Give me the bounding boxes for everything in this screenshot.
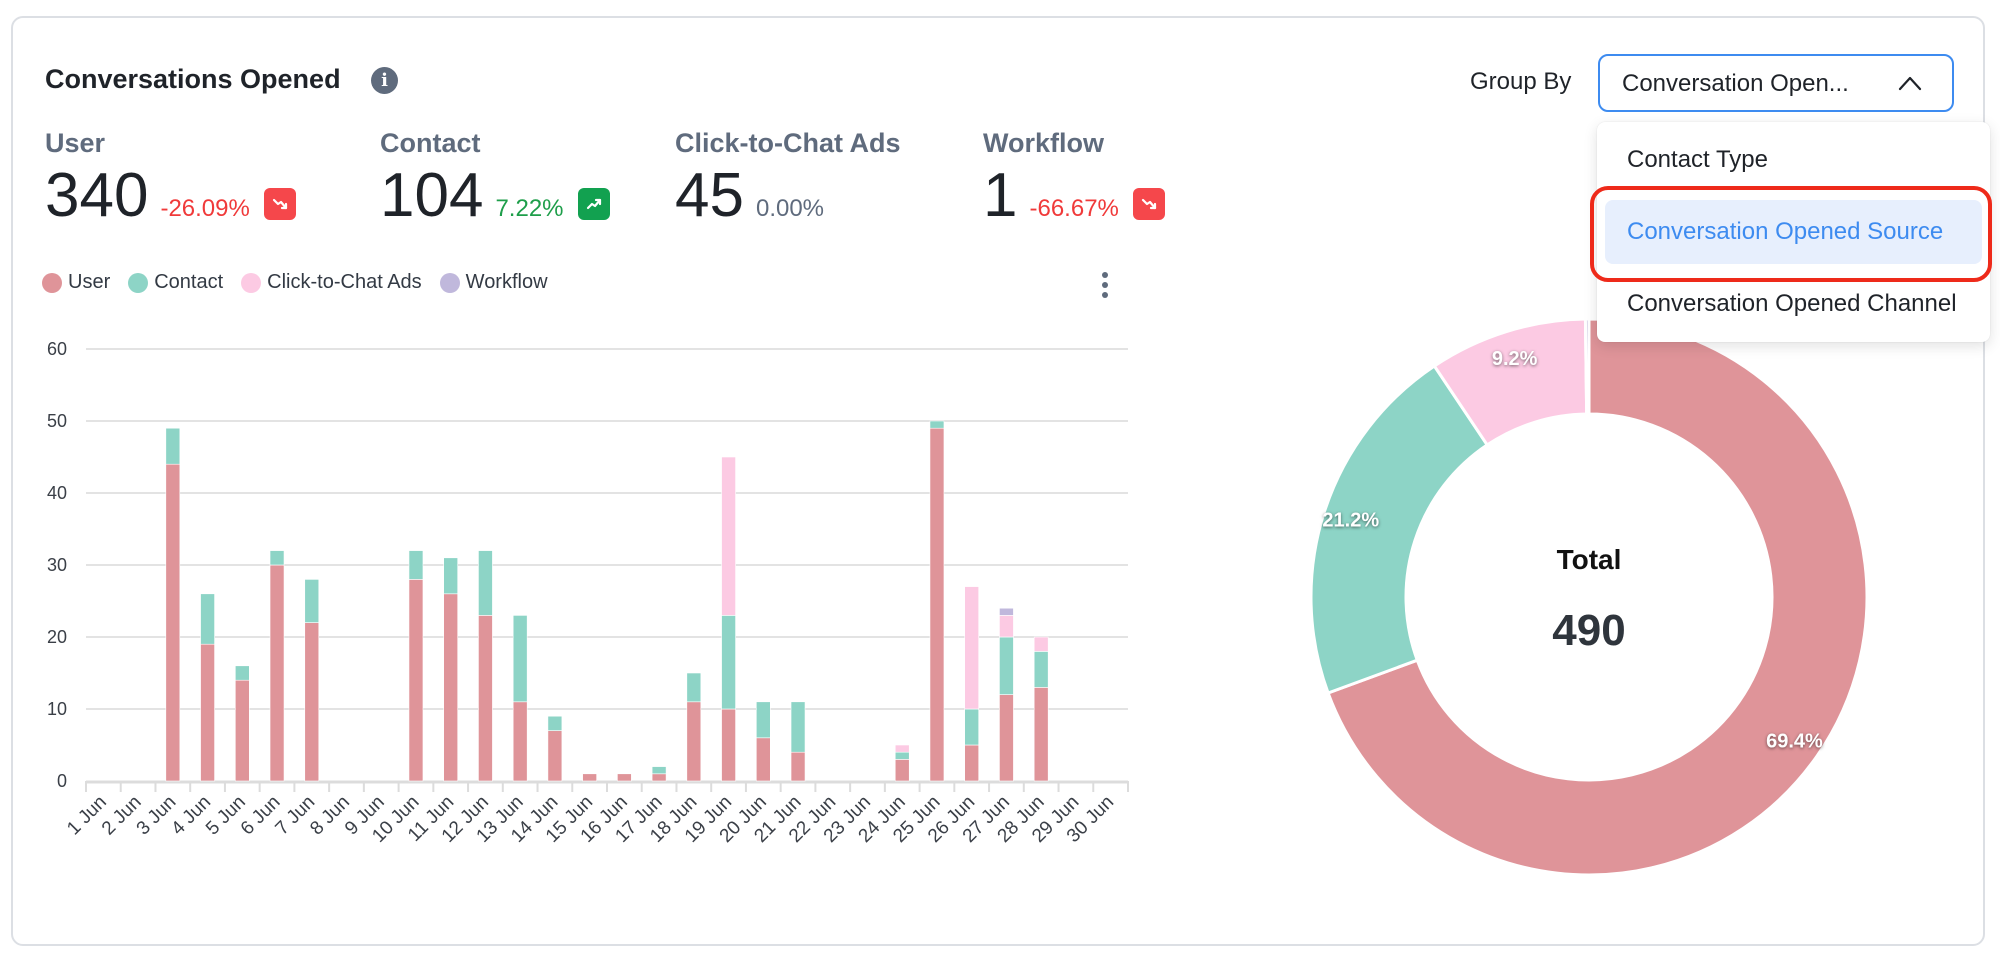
bar-segment-contact[interactable]: [408, 550, 424, 580]
trending-down-icon: [1132, 188, 1165, 220]
legend-item-click-to-chat-ads[interactable]: Click-to-Chat Ads: [241, 271, 422, 294]
y-tick-label: 10: [47, 699, 67, 719]
widget-title: Conversations Opened: [45, 64, 341, 94]
bar-segment-contact[interactable]: [929, 420, 945, 429]
bar-segment-user[interactable]: [617, 773, 632, 782]
annotation-highlight-box: [1590, 186, 1992, 282]
bar-segment-contact[interactable]: [686, 672, 702, 703]
group-by-label: Group By: [1470, 68, 1572, 95]
legend-item-workflow[interactable]: Workflow: [439, 271, 548, 294]
bar-segment-workflow[interactable]: [999, 607, 1014, 616]
donut-slice-label: 9.2%: [1492, 348, 1538, 370]
legend-dot: [439, 272, 460, 293]
stat-value: 1: [983, 161, 1018, 230]
stat-contact: Contact 104 7.22%: [380, 128, 610, 229]
stat-label: Contact: [380, 128, 481, 158]
legend-dot: [241, 272, 262, 293]
legend-dot: [42, 272, 62, 293]
bar-segment-contact[interactable]: [478, 550, 493, 616]
y-tick-label: 60: [47, 339, 67, 359]
stat-value: 104: [380, 161, 484, 230]
bar-segment-click-to-chat-ads[interactable]: [894, 744, 910, 753]
legend-dot: [128, 272, 149, 293]
stat-change: 0.00%: [755, 195, 825, 222]
chart-menu-kebab-icon[interactable]: [1095, 270, 1115, 300]
bar-segment-click-to-chat-ads[interactable]: [721, 456, 736, 616]
bar-segment-contact[interactable]: [200, 593, 215, 645]
bar-segment-contact[interactable]: [304, 579, 320, 623]
stat-label: User: [45, 128, 106, 158]
y-tick-label: 50: [47, 411, 67, 431]
y-tick-label: 30: [47, 555, 67, 575]
bar-segment-contact[interactable]: [790, 701, 806, 753]
donut-slice-label: 21.2%: [1322, 510, 1379, 532]
stat-user: User 340 -26.09%: [45, 128, 296, 229]
legend-label: Click-to-Chat Ads: [267, 271, 422, 293]
donut-center-label: Total: [1557, 544, 1622, 575]
stat-value: 340: [45, 161, 149, 230]
donut-center-value: 490: [1552, 606, 1625, 655]
legend-label: User: [68, 271, 111, 293]
bar-segment-contact[interactable]: [755, 701, 771, 739]
bar-segment-contact[interactable]: [235, 665, 250, 681]
bar-segment-click-to-chat-ads[interactable]: [1033, 636, 1049, 652]
stat-change: -66.67%: [1029, 195, 1119, 222]
stat-value: 45: [675, 161, 744, 230]
chevron-up-icon: [1898, 76, 1922, 91]
trending-down-icon: [263, 188, 296, 220]
stat-change: -26.09%: [160, 195, 250, 222]
group-by-selected-value: Conversation Open...: [1622, 70, 1849, 97]
donut-slice-label: 69.4%: [1766, 730, 1823, 752]
legend-label: Workflow: [465, 271, 548, 293]
chart-legend: User Contact Click-to-Chat Ads Workflow: [42, 271, 566, 294]
bar-segment-contact[interactable]: [512, 615, 528, 703]
y-tick-label: 40: [47, 483, 67, 503]
option-conversation-opened-channel[interactable]: Conversation Opened Channel: [1627, 290, 1957, 317]
legend-label: Contact: [154, 271, 224, 293]
stat-change: 7.22%: [495, 195, 564, 222]
bar-segment-click-to-chat-ads[interactable]: [964, 586, 980, 710]
legend-item-contact[interactable]: Contact: [128, 271, 223, 294]
stat-workflow: Workflow 1 -66.67%: [983, 128, 1165, 229]
group-by-dropdown-menu: Contact Type Conversation Opened Source …: [1597, 122, 1990, 342]
y-tick-label: 20: [47, 627, 67, 647]
info-icon[interactable]: i: [371, 67, 398, 94]
donut-slice-workflow[interactable]: [1583, 317, 1591, 416]
stat-label: Click-to-Chat Ads: [675, 128, 901, 158]
option-contact-type[interactable]: Contact Type: [1627, 146, 1768, 173]
option-conversation-opened-source[interactable]: Conversation Opened Source: [1605, 200, 1982, 264]
donut-slice-contact[interactable]: [1309, 363, 1490, 695]
stat-click-to-chat-ads: Click-to-Chat Ads 45 0.00%: [675, 128, 901, 229]
y-tick-label: 0: [57, 771, 67, 791]
bar-segment-contact[interactable]: [547, 715, 563, 731]
bar-segment-contact[interactable]: [651, 766, 667, 775]
stat-label: Workflow: [983, 128, 1104, 158]
bar-segment-contact[interactable]: [165, 427, 181, 465]
bar-segment-user[interactable]: [582, 773, 597, 782]
group-by-select[interactable]: Conversation Open...: [1598, 54, 1954, 112]
donut-slice-user[interactable]: [1326, 317, 1869, 877]
bar-segment-contact[interactable]: [443, 557, 459, 595]
trending-up-icon: [577, 188, 610, 220]
legend-item-user[interactable]: User: [42, 271, 110, 294]
bar-segment-contact[interactable]: [269, 550, 285, 566]
